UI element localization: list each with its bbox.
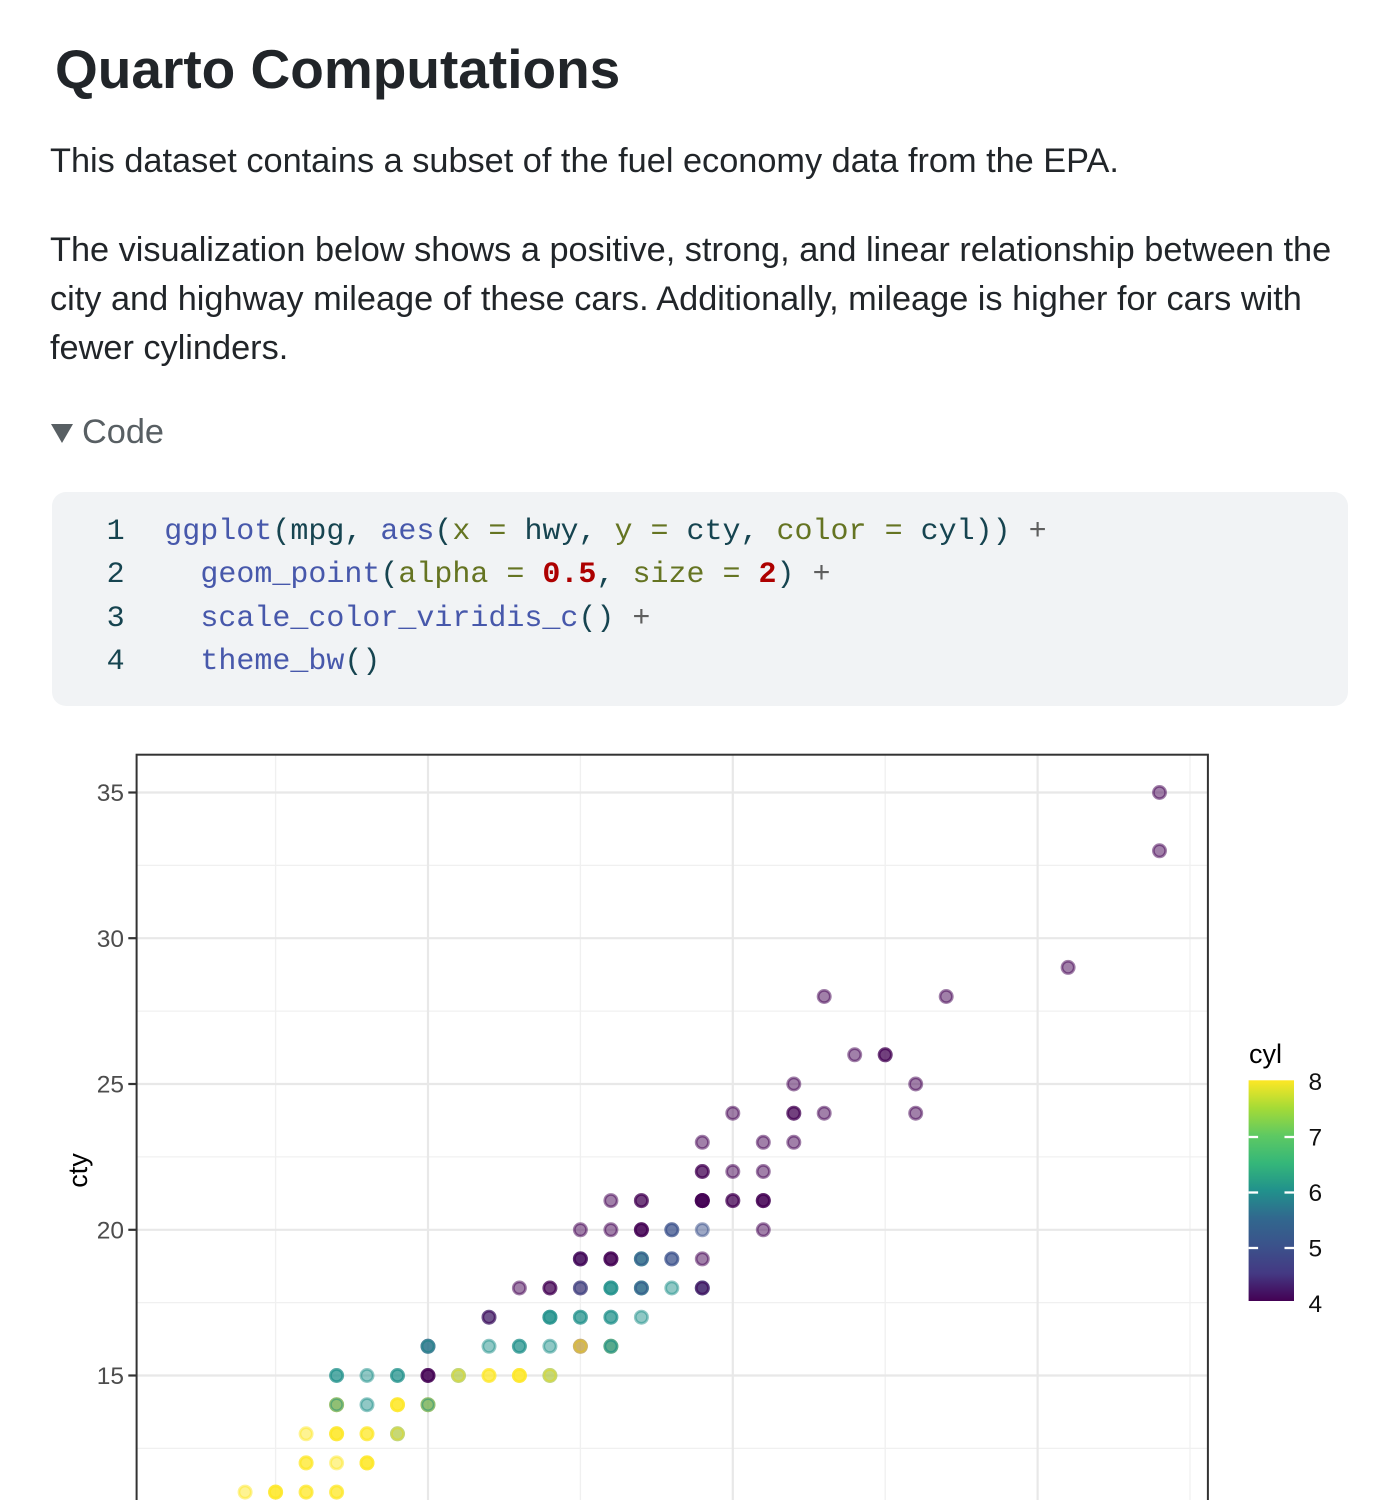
svg-text:30: 30 (97, 926, 124, 953)
svg-text:15: 15 (97, 1363, 124, 1390)
svg-text:25: 25 (97, 1072, 124, 1099)
svg-text:5: 5 (1309, 1236, 1323, 1263)
svg-text:20: 20 (97, 1217, 124, 1244)
svg-text:4: 4 (1309, 1291, 1323, 1318)
svg-text:7: 7 (1309, 1125, 1323, 1152)
svg-text:cty: cty (63, 1153, 93, 1188)
svg-text:35: 35 (97, 780, 124, 807)
svg-text:8: 8 (1309, 1069, 1323, 1096)
svg-text:cyl: cyl (1249, 1039, 1282, 1069)
svg-text:6: 6 (1309, 1180, 1323, 1207)
